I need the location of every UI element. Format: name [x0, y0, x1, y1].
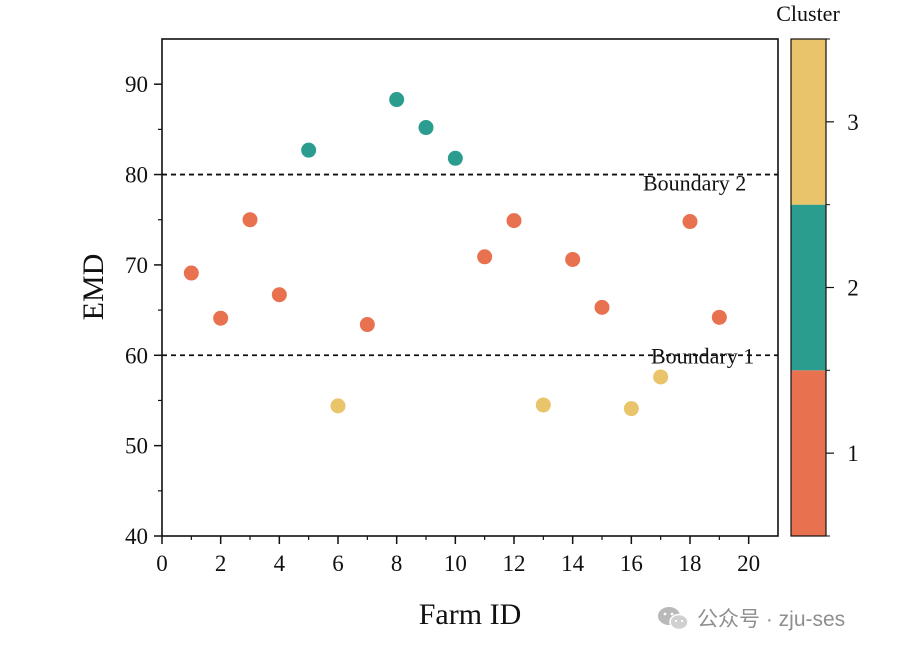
- x-tick-label: 10: [444, 551, 467, 576]
- data-point: [535, 397, 551, 413]
- x-tick-label: 4: [274, 551, 286, 576]
- boundary-lines: Boundary 1 Boundary 2: [162, 171, 778, 368]
- data-point: [506, 213, 522, 229]
- y-tick-label: 60: [125, 343, 148, 368]
- y-tick-label: 70: [125, 253, 148, 278]
- data-points: [183, 92, 727, 417]
- data-point: [623, 401, 639, 417]
- boundary-label: Boundary 1: [651, 343, 754, 368]
- x-tick-label: 6: [332, 551, 344, 576]
- x-tick-label: 0: [156, 551, 168, 576]
- data-point: [271, 287, 287, 303]
- x-tick-label: 2: [215, 551, 227, 576]
- data-point: [653, 369, 669, 385]
- colorbar-tick-label: 2: [847, 276, 859, 301]
- data-point: [330, 398, 346, 414]
- cluster-colorbar: 1 2 3: [790, 38, 859, 537]
- x-tick-label: 18: [679, 551, 702, 576]
- colorbar-segment: [791, 204, 826, 371]
- data-point: [242, 212, 258, 228]
- data-point: [447, 150, 463, 166]
- data-point: [183, 265, 199, 281]
- data-point: [389, 92, 405, 108]
- watermark: 公众号 · zju-ses: [658, 607, 845, 631]
- boundary-label: Boundary 2: [643, 171, 746, 196]
- y-tick-label: 50: [125, 434, 148, 459]
- wechat-icon: [658, 607, 689, 631]
- plot-area-frame: [161, 38, 779, 537]
- x-tick-label: 12: [503, 551, 526, 576]
- colorbar-frame: [790, 38, 827, 537]
- colorbar-tick-label: 1: [847, 441, 859, 466]
- y-tick-label: 90: [125, 72, 148, 97]
- data-point: [213, 310, 229, 326]
- x-tick-label: 8: [391, 551, 403, 576]
- data-point: [359, 317, 375, 333]
- data-point: [682, 214, 698, 230]
- x-axis: 0 2 4 6 8 10 12 14 16 18 20: [156, 536, 760, 576]
- colorbar-title: Cluster: [776, 1, 840, 26]
- x-tick-label: 14: [561, 551, 585, 576]
- x-tick-label: 16: [620, 551, 643, 576]
- x-tick-label: 20: [737, 551, 760, 576]
- data-point: [418, 120, 434, 136]
- colorbar-segment: [791, 370, 826, 536]
- y-axis-title: EMD: [77, 254, 110, 321]
- watermark-text: 公众号 · zju-ses: [697, 608, 845, 631]
- data-point: [594, 299, 610, 315]
- data-point: [711, 309, 727, 325]
- colorbar-segment: [791, 39, 826, 205]
- data-point: [477, 249, 493, 265]
- y-axis: 40 50 60 70 80 90: [125, 72, 162, 549]
- x-axis-title: Farm ID: [419, 598, 521, 631]
- colorbar-tick-label: 3: [847, 110, 859, 135]
- data-point: [301, 142, 317, 158]
- y-tick-label: 40: [125, 524, 148, 549]
- data-point: [565, 251, 581, 267]
- y-tick-label: 80: [125, 163, 148, 188]
